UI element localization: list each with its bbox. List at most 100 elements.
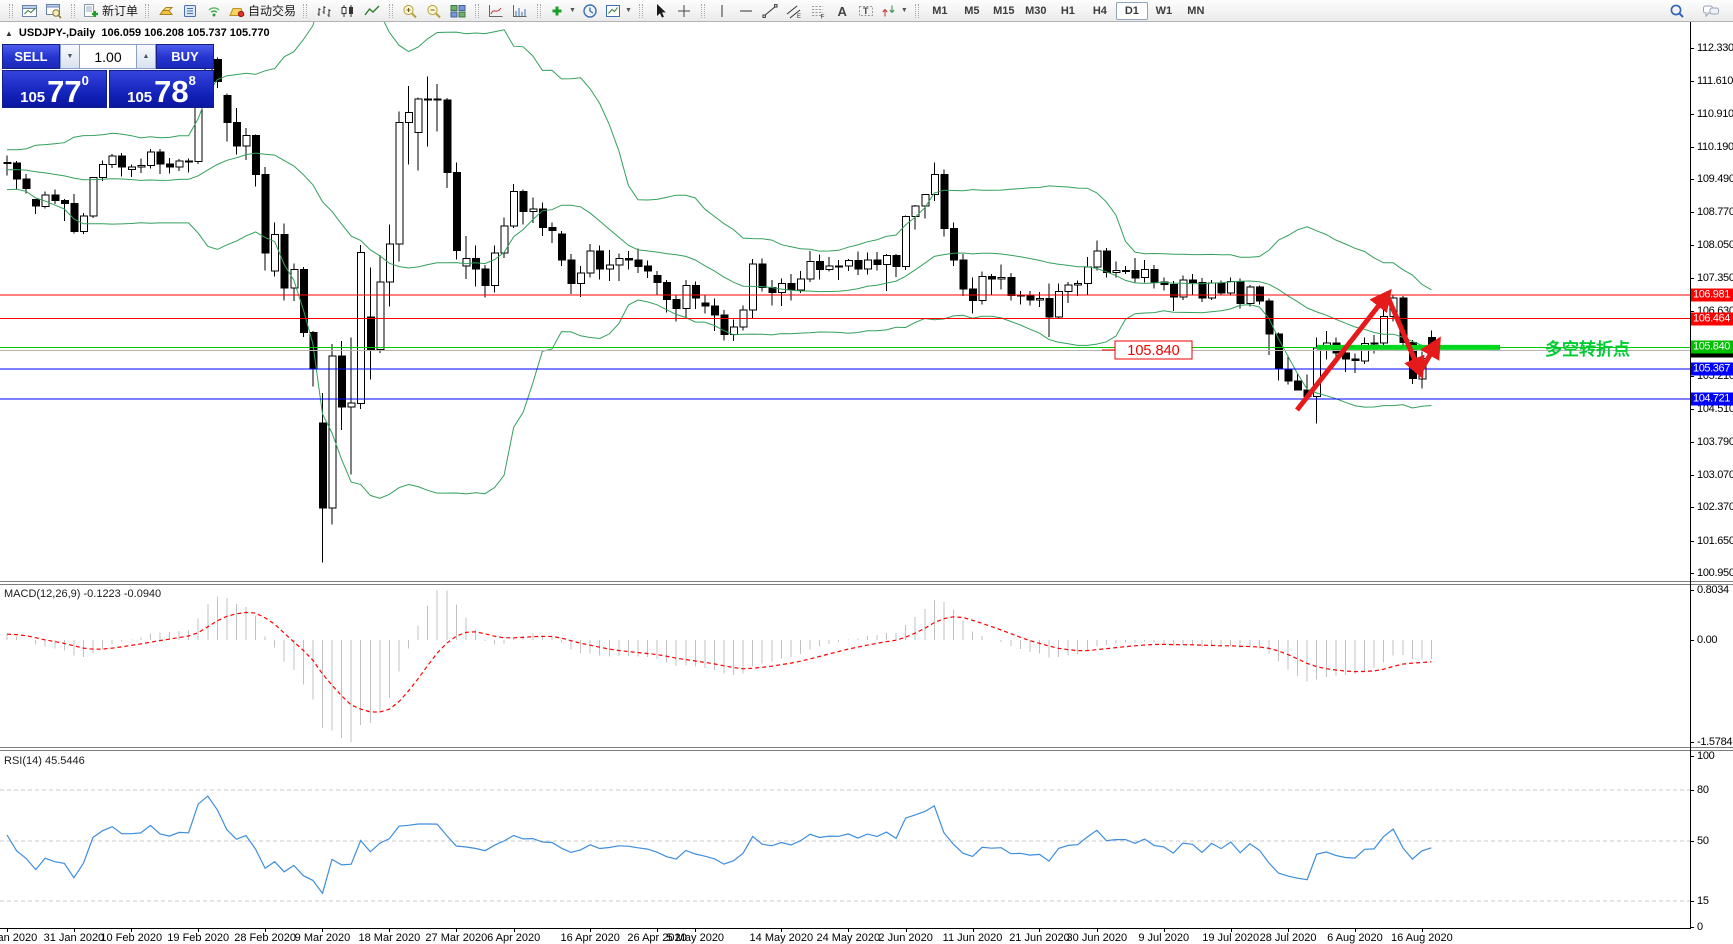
- toolbar-fibonacci-button[interactable]: F: [806, 1, 830, 21]
- new-order-icon: [84, 3, 98, 17]
- toolbar-group-handle: [638, 3, 643, 18]
- macd-label: MACD(12,26,9) -0.1223 -0.0940: [4, 588, 162, 600]
- chevron-down-icon[interactable]: ▼: [624, 7, 632, 14]
- main-chart[interactable]: 105.840 多空转折点: [0, 22, 1733, 581]
- timeframe-M15-button[interactable]: M15: [993, 4, 1015, 17]
- rsi-axis-tick: [1690, 841, 1694, 843]
- chevron-down-icon[interactable]: ▼: [900, 7, 908, 14]
- toolbar-group-handle: [700, 3, 705, 18]
- sell-price-base: 105: [20, 89, 46, 106]
- rsi-axis-tick: [1690, 755, 1694, 757]
- toolbar-candle-chart-button[interactable]: [336, 1, 360, 21]
- buy-button[interactable]: BUY: [156, 44, 214, 69]
- chart-symbol-period: USDJPY-,Daily: [18, 27, 96, 39]
- toolbar-data-window-button[interactable]: [178, 1, 202, 21]
- toolbar-add-indicator-button[interactable]: ▼: [546, 1, 578, 21]
- indicator-arrow-icon: [489, 4, 503, 17]
- chart-collapse-icon[interactable]: ▲: [5, 28, 13, 38]
- toolbar-arrows-button[interactable]: ▼: [878, 1, 910, 21]
- timeframe-H4-button[interactable]: H4: [1092, 4, 1107, 17]
- price-axis-tick: [1690, 376, 1694, 378]
- date-axis-tick: [7, 929, 8, 932]
- toolbar-crosshair-button[interactable]: [672, 1, 696, 21]
- toolbar-tile-windows-button[interactable]: [446, 1, 470, 21]
- price-axis-label: 111.610: [1697, 75, 1733, 88]
- rsi-axis-tick: [1690, 900, 1694, 902]
- toolbar-period-clock-button[interactable]: [578, 1, 602, 21]
- date-axis-tick: [198, 929, 200, 932]
- buy-price[interactable]: 105 78 8: [109, 70, 214, 108]
- price-axis-label: 112.330: [1697, 42, 1733, 54]
- toolbar-text-label-button[interactable]: T: [854, 1, 878, 21]
- volume-input[interactable]: 1.00: [80, 44, 136, 69]
- date-axis-label: 27 Mar 2020: [425, 932, 488, 944]
- timeframe-M5-button[interactable]: M5: [964, 4, 980, 17]
- timeframe-H1-button[interactable]: H1: [1060, 4, 1075, 17]
- date-axis-label: 2 Jun 2020: [878, 932, 933, 944]
- pane-splitter[interactable]: [0, 747, 1733, 751]
- toolbar-line-chart-button[interactable]: [360, 1, 384, 21]
- sell-button[interactable]: SELL: [2, 44, 60, 69]
- timeframe-M1-button[interactable]: M1: [932, 4, 948, 17]
- toolbar-market-watch-button[interactable]: [154, 1, 178, 21]
- volume-decrease-button[interactable]: ▼: [60, 44, 80, 69]
- chevron-down-icon[interactable]: ▼: [569, 7, 576, 14]
- vertical-line-icon: [721, 4, 723, 17]
- price-axis-tick: [1690, 540, 1694, 542]
- date-axis-label: 10 Feb 2020: [100, 932, 163, 944]
- date-axis-label: 6 Apr 2020: [487, 932, 541, 944]
- toolbar-trend-line-button[interactable]: [758, 1, 782, 21]
- volume-increase-button[interactable]: ▲: [136, 44, 156, 69]
- auto-trading-icon: [229, 7, 245, 17]
- sell-price[interactable]: 105 77 0: [2, 70, 107, 108]
- line-chart-icon: [364, 5, 380, 15]
- toolbar-cursor-button[interactable]: [648, 1, 672, 21]
- timeframe-D1-button[interactable]: D1: [1115, 1, 1148, 20]
- pane-splitter[interactable]: [0, 581, 1733, 585]
- rsi-pane[interactable]: [0, 751, 1733, 928]
- price-axis-label: 110.910: [1697, 107, 1733, 120]
- macd-pane[interactable]: [0, 585, 1733, 747]
- toolbar-window-profile-button[interactable]: [42, 1, 66, 21]
- date-axis-tick: [73, 929, 75, 932]
- timeframe-M30-button[interactable]: M30: [1025, 4, 1047, 17]
- chart-bottom-border: [0, 928, 1690, 929]
- toolbar-vertical-line-button[interactable]: [710, 1, 734, 21]
- date-axis-tick: [1096, 929, 1098, 932]
- toolbar-indicator-window-button[interactable]: [508, 1, 532, 21]
- date-axis-tick: [905, 929, 907, 932]
- toolbar-group-handle: [145, 3, 150, 18]
- date-axis-label: 31 Jan 2020: [43, 932, 105, 944]
- toolbar-auto-trading-button[interactable]: 自动交易: [226, 1, 298, 21]
- timeframe-MN-button[interactable]: MN: [1187, 4, 1205, 17]
- date-axis-label: 6 Aug 2020: [1327, 932, 1383, 944]
- macd-axis-tick: [1690, 640, 1694, 641]
- price-axis-tick: [1690, 310, 1694, 312]
- svg-text:A: A: [837, 4, 847, 19]
- toolbar-text-button[interactable]: A: [830, 1, 854, 21]
- toolbar-zoom-in-button[interactable]: [398, 1, 422, 21]
- timeframe-W1-button[interactable]: W1: [1155, 4, 1173, 17]
- toolbar-zoom-out-button[interactable]: [422, 1, 446, 21]
- toolbar-search-button[interactable]: [1665, 1, 1689, 21]
- toolbar-new-chart-button[interactable]: [18, 1, 42, 21]
- toolbar-new-order-button[interactable]: 新订单: [80, 1, 140, 21]
- price-level-badge: 106.981: [1691, 288, 1733, 302]
- toolbar-equidistant-channel-button[interactable]: E: [782, 1, 806, 21]
- toolbar-template-chart-button[interactable]: ▼: [602, 1, 634, 21]
- arrows-icon: [882, 5, 895, 16]
- price-axis-label: 103.790: [1697, 435, 1733, 448]
- date-axis-label: 24 May 2020: [816, 932, 881, 944]
- date-axis-tick: [1288, 929, 1290, 932]
- date-axis-tick: [456, 929, 458, 932]
- toolbar-signal-button[interactable]: [202, 1, 226, 21]
- toolbar-horizontal-line-button[interactable]: [734, 1, 758, 21]
- date-axis-label: 5 May 2020: [666, 932, 725, 944]
- date-axis-tick: [1354, 929, 1356, 932]
- price-axis-tick: [1690, 179, 1694, 181]
- toolbar-chat-button[interactable]: [1699, 1, 1723, 21]
- toolbar-indicator-arrow-button[interactable]: [484, 1, 508, 21]
- sell-price-main: 77: [47, 74, 82, 109]
- one-click-trading-panel: SELL ▼ 1.00 ▲ BUY 105 77 0 105 78 8: [2, 44, 214, 108]
- toolbar-bar-chart-button[interactable]: [312, 1, 336, 21]
